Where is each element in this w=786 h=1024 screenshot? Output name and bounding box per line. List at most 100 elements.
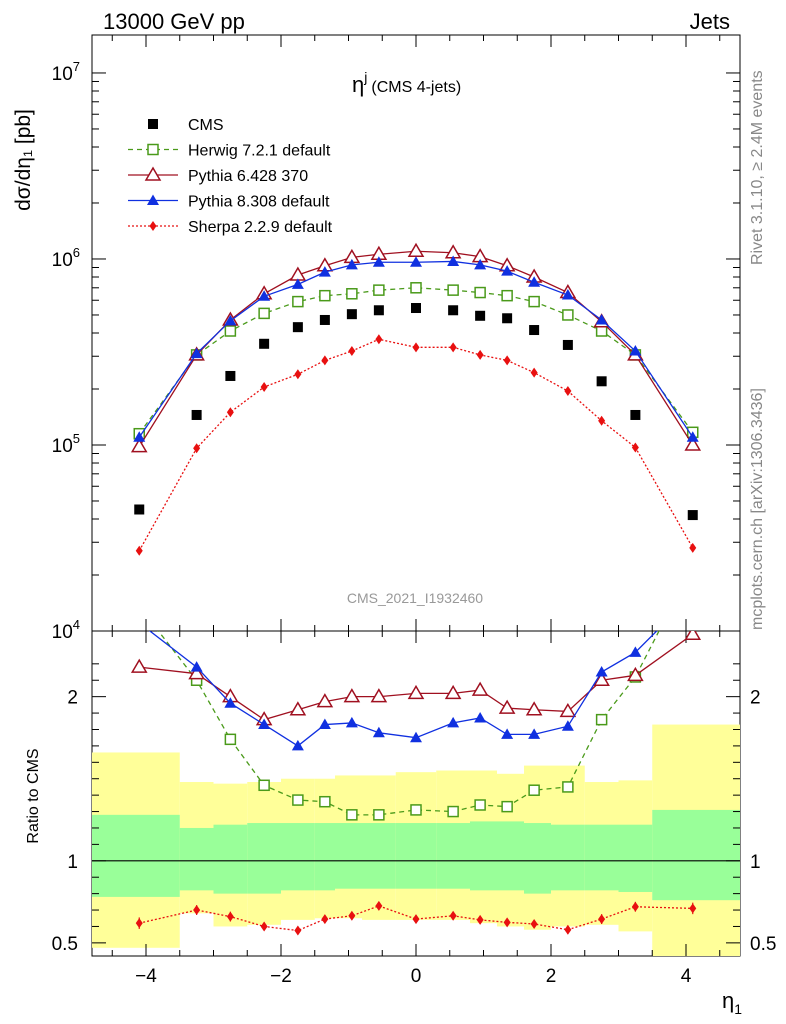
ratio-point-pythia-6-428-370 <box>130 658 148 673</box>
main-ylabel: dσ/dη₁ [pb] <box>12 109 35 211</box>
legend-label-herwig-7-2-1-default: Herwig 7.2.1 default <box>188 143 331 160</box>
ratio-point-pythia-6-428-370 <box>627 666 644 682</box>
ratio-xtick-label: 0 <box>411 966 422 987</box>
band-stat-bin <box>551 824 585 891</box>
header-left: 13000 GeV pp <box>103 9 245 34</box>
main-point-cms <box>475 310 486 321</box>
main-point-pythia-8-308-default <box>629 345 642 356</box>
ratio-point-pythia-6-428-370 <box>444 684 462 700</box>
ratio-point-pythia-6-428-370 <box>343 688 361 703</box>
main-point-cms <box>319 314 330 325</box>
main-point-cms <box>292 322 303 333</box>
main-point-herwig-7-2-1-default <box>562 309 574 321</box>
ratio-point-pythia-8-308-default <box>629 646 642 657</box>
ratio-point-herwig-7-2-1-default <box>224 733 237 746</box>
ratio-point-herwig-7-2-1-default <box>501 800 513 813</box>
main-point-pythia-8-308-default <box>410 256 422 267</box>
ratio-point-pythia-8-308-default <box>291 739 304 751</box>
legend-marker-sherpa-2-2-9-default <box>149 221 157 231</box>
legend-marker-cms <box>148 119 158 129</box>
main-point-sherpa-2-2-9-default <box>348 346 356 357</box>
ratio-point-herwig-7-2-1-default <box>474 799 486 811</box>
ratio-point-sherpa-2-2-9-default <box>294 925 302 936</box>
main-point-pythia-8-308-default <box>372 256 385 267</box>
main-ytick-label: 105 <box>52 431 80 457</box>
ratio-ytick-label-right: 0.5 <box>750 934 776 955</box>
ratio-point-sherpa-2-2-9-default <box>476 914 484 925</box>
ratio-point-pythia-6-428-370 <box>289 701 307 716</box>
band-stat-bin <box>618 824 653 892</box>
ratio-point-sherpa-2-2-9-default <box>375 900 383 911</box>
main-point-cms <box>529 325 540 336</box>
ratio-xtick-label: 2 <box>546 966 557 987</box>
ratio-point-pythia-6-428-370 <box>370 688 388 703</box>
main-point-pythia-8-308-default <box>528 276 541 287</box>
main-point-sherpa-2-2-9-default <box>476 349 484 360</box>
band-stat-bin <box>92 814 180 897</box>
ratio-point-herwig-7-2-1-default <box>292 794 304 806</box>
main-point-pythia-6-428-370 <box>407 242 425 258</box>
ratio-point-herwig-7-2-1-default <box>447 805 459 818</box>
ratio-point-herwig-7-2-1-default <box>373 809 385 821</box>
main-point-sherpa-2-2-9-default <box>260 382 268 392</box>
ratio-point-pythia-8-308-default <box>190 661 203 672</box>
band-stat-bin <box>247 823 281 894</box>
ratio-point-sherpa-2-2-9-default <box>503 917 511 928</box>
ratio-xtick-label: 4 <box>681 966 692 987</box>
ratio-point-pythia-8-308-default <box>372 726 385 738</box>
main-point-herwig-7-2-1-default <box>474 286 486 299</box>
ratio-point-herwig-7-2-1-default <box>528 784 540 796</box>
main-point-sherpa-2-2-9-default <box>564 386 572 397</box>
band-stat-bin <box>395 823 437 889</box>
main-point-pythia-8-308-default <box>447 255 460 266</box>
ratio-series-group <box>130 601 702 936</box>
main-point-cms <box>411 303 421 314</box>
ratio-xlabel-symbol: η <box>722 988 734 1013</box>
ratio-uncertainty-bands <box>92 724 740 956</box>
main-point-pythia-8-308-default <box>686 431 699 442</box>
main-point-herwig-7-2-1-default <box>346 288 358 300</box>
ratio-point-sherpa-2-2-9-default <box>631 901 639 912</box>
main-point-pythia-6-428-370 <box>130 438 148 453</box>
main-point-sherpa-2-2-9-default <box>530 367 538 378</box>
band-stat-bin <box>362 823 396 889</box>
main-point-herwig-7-2-1-default <box>373 284 385 296</box>
main-point-pythia-8-308-default <box>190 347 203 359</box>
axes-ticks: −4 −2 0 2 4 104 105 106 107 0.5 0.5 1 1 2 2 <box>52 35 776 987</box>
ratio-point-sherpa-2-2-9-default <box>564 924 572 935</box>
ratio-point-pythia-6-428-370 <box>525 701 543 716</box>
ratio-xtick-label: −4 <box>135 966 157 987</box>
main-point-sherpa-2-2-9-default <box>321 355 329 366</box>
legend-label-sherpa-2-2-9-default: Sherpa 2.2.9 default <box>188 219 333 236</box>
main-point-sherpa-2-2-9-default <box>375 334 383 345</box>
ratio-point-pythia-8-308-default <box>318 718 331 730</box>
header-right: Jets <box>690 9 730 34</box>
main-point-sherpa-2-2-9-default <box>226 407 234 418</box>
main-ytick-label: 104 <box>52 617 80 643</box>
band-stat-bin <box>335 823 362 889</box>
main-point-herwig-7-2-1-default <box>595 325 608 337</box>
main-point-cms <box>191 409 202 420</box>
main-point-herwig-7-2-1-default <box>410 282 422 294</box>
ratio-point-herwig-7-2-1-default <box>319 795 331 808</box>
main-ytick-label: 107 <box>52 59 80 85</box>
ratio-point-sherpa-2-2-9-default <box>449 910 457 921</box>
main-point-cms <box>373 305 384 316</box>
main-point-pythia-8-308-default <box>345 258 358 270</box>
ratio-ylabel: Ratio to CMS <box>25 748 42 843</box>
legend-marker-pythia-8-308-default <box>147 194 159 205</box>
analysis-watermark: CMS_2021_I1932460 <box>347 590 483 606</box>
ratio-xtick-label: −2 <box>270 966 292 987</box>
main-point-sherpa-2-2-9-default <box>449 342 457 353</box>
band-stat-bin <box>314 823 335 891</box>
ratio-point-herwig-7-2-1-default <box>134 601 144 611</box>
main-line-sherpa-2-2-9-default <box>138 338 694 552</box>
legend-label-pythia-6-428-370: Pythia 6.428 370 <box>188 168 308 185</box>
main-point-pythia-8-308-default <box>595 313 608 325</box>
ratio-point-sherpa-2-2-9-default <box>260 921 268 932</box>
ratio-point-pythia-6-428-370 <box>188 665 205 680</box>
main-point-cms <box>687 510 698 521</box>
legend-marker-pythia-6-428-370 <box>144 166 162 181</box>
main-point-pythia-6-428-370 <box>684 436 702 451</box>
